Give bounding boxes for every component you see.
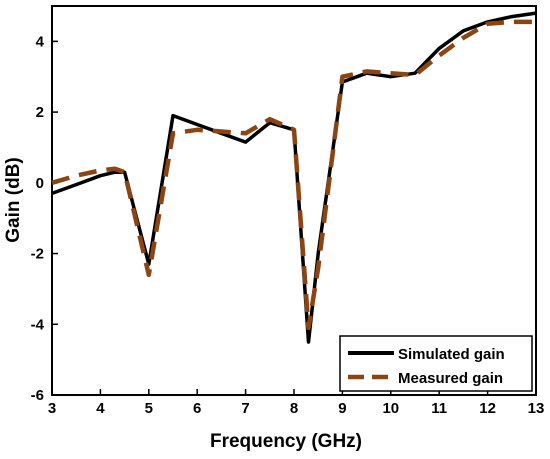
x-tick-label: 4 [96, 400, 105, 417]
y-tick-label: 4 [36, 33, 45, 50]
x-tick-label: 5 [145, 400, 153, 417]
x-tick-label: 12 [479, 400, 496, 417]
legend-label-measured: Measured gain [398, 370, 503, 387]
x-tick-label: 9 [338, 400, 346, 417]
x-axis-ticks: 3 4 5 6 7 8 9 10 11 12 13 [48, 389, 545, 417]
x-tick-label: 10 [382, 400, 399, 417]
y-tick-label: 0 [36, 175, 44, 192]
legend-label-simulated: Simulated gain [398, 346, 505, 363]
legend: Simulated gain Measured gain [339, 335, 533, 392]
y-tick-label: 2 [36, 104, 44, 121]
y-tick-label: -6 [31, 387, 44, 404]
y-axis-label: Gain (dB) [3, 157, 24, 243]
x-tick-label: 7 [241, 400, 249, 417]
series-line-simulated [51, 11, 537, 344]
legend-box [339, 335, 533, 392]
series-layer [51, 11, 537, 344]
x-tick-label: 11 [431, 400, 447, 417]
y-tick-label: -4 [31, 316, 45, 333]
y-tick-label: -2 [31, 246, 44, 263]
x-tick-label: 6 [193, 400, 201, 417]
y-axis-ticks: -6 -4 -2 0 2 4 [31, 33, 58, 404]
x-tick-label: 13 [528, 400, 545, 417]
x-axis-label: Frequency (GHz) [210, 431, 362, 452]
x-tick-label: 8 [290, 400, 298, 417]
x-tick-label: 3 [48, 400, 56, 417]
